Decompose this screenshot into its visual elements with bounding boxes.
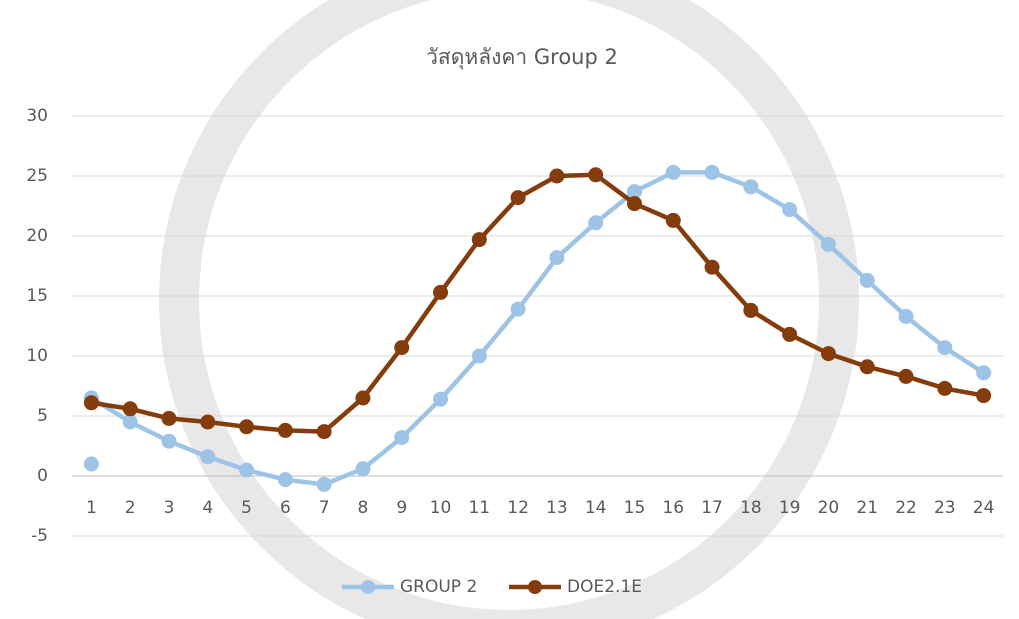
point [394,340,410,356]
x-tick-label: 18 [740,498,762,518]
point [510,301,526,317]
point [743,302,759,318]
point [898,368,914,384]
x-tick-label: 21 [856,498,878,518]
y-tick-label: 20 [26,226,48,246]
point [549,168,565,184]
point [859,359,875,375]
y-tick-label: 10 [26,346,48,366]
point [976,388,992,404]
x-tick-label: 9 [396,498,407,518]
point [471,232,487,248]
point [433,284,449,300]
x-tick-label: 11 [468,498,490,518]
y-tick-label: 0 [37,466,48,486]
point [122,401,138,417]
x-tick-label: 1 [86,498,97,518]
point [704,164,720,180]
point [239,419,255,435]
x-tick-label: 12 [507,498,529,518]
point [976,365,992,381]
point [433,391,449,407]
point [665,164,681,180]
point [83,456,99,472]
y-tick-label: 5 [37,406,48,426]
point [782,202,798,218]
x-tick-label: 8 [358,498,369,518]
point [83,395,99,411]
point [122,414,138,430]
watermark [159,0,859,619]
x-tick-label: 15 [624,498,646,518]
point [665,212,681,228]
y-tick-label: 30 [26,106,48,126]
point [820,346,836,362]
point [355,390,371,406]
y-tick-label: -5 [31,526,48,546]
point [239,462,255,478]
legend-marker [361,580,375,594]
point [549,250,565,266]
point [743,179,759,195]
point [161,410,177,426]
y-tick-label: 15 [26,286,48,306]
point [704,259,720,275]
point [200,449,216,465]
y-tick-label: 25 [26,166,48,186]
point [471,348,487,364]
x-tick-label: 5 [241,498,252,518]
x-tick-label: 24 [973,498,995,518]
x-tick-label: 10 [430,498,452,518]
point [937,340,953,356]
legend-label: GROUP 2 [400,577,477,597]
x-tick-label: 19 [779,498,801,518]
x-tick-label: 4 [202,498,213,518]
point [510,190,526,206]
x-tick-label: 20 [818,498,840,518]
x-tick-label: 16 [662,498,684,518]
point [626,196,642,212]
point [859,272,875,288]
x-tick-label: 22 [895,498,917,518]
point [277,472,293,488]
x-tick-label: 7 [319,498,330,518]
x-tick-label: 6 [280,498,291,518]
chart-title: วัสดุหลังคา Group 2 [426,45,618,70]
legend-label: DOE2.1E [567,577,642,597]
point [782,326,798,342]
point [316,476,332,492]
point [588,167,604,183]
point [394,430,410,446]
x-tick-label: 14 [585,498,607,518]
point [161,433,177,449]
x-tick-label: 17 [701,498,723,518]
point [277,422,293,438]
point [588,215,604,231]
point [820,236,836,252]
point [200,414,216,430]
x-tick-label: 3 [164,498,175,518]
x-tick-label: 2 [125,498,136,518]
point [937,380,953,396]
point [898,308,914,324]
point [316,424,332,440]
x-tick-label: 13 [546,498,568,518]
x-tick-label: 23 [934,498,956,518]
point [355,461,371,477]
legend-marker [528,580,542,594]
